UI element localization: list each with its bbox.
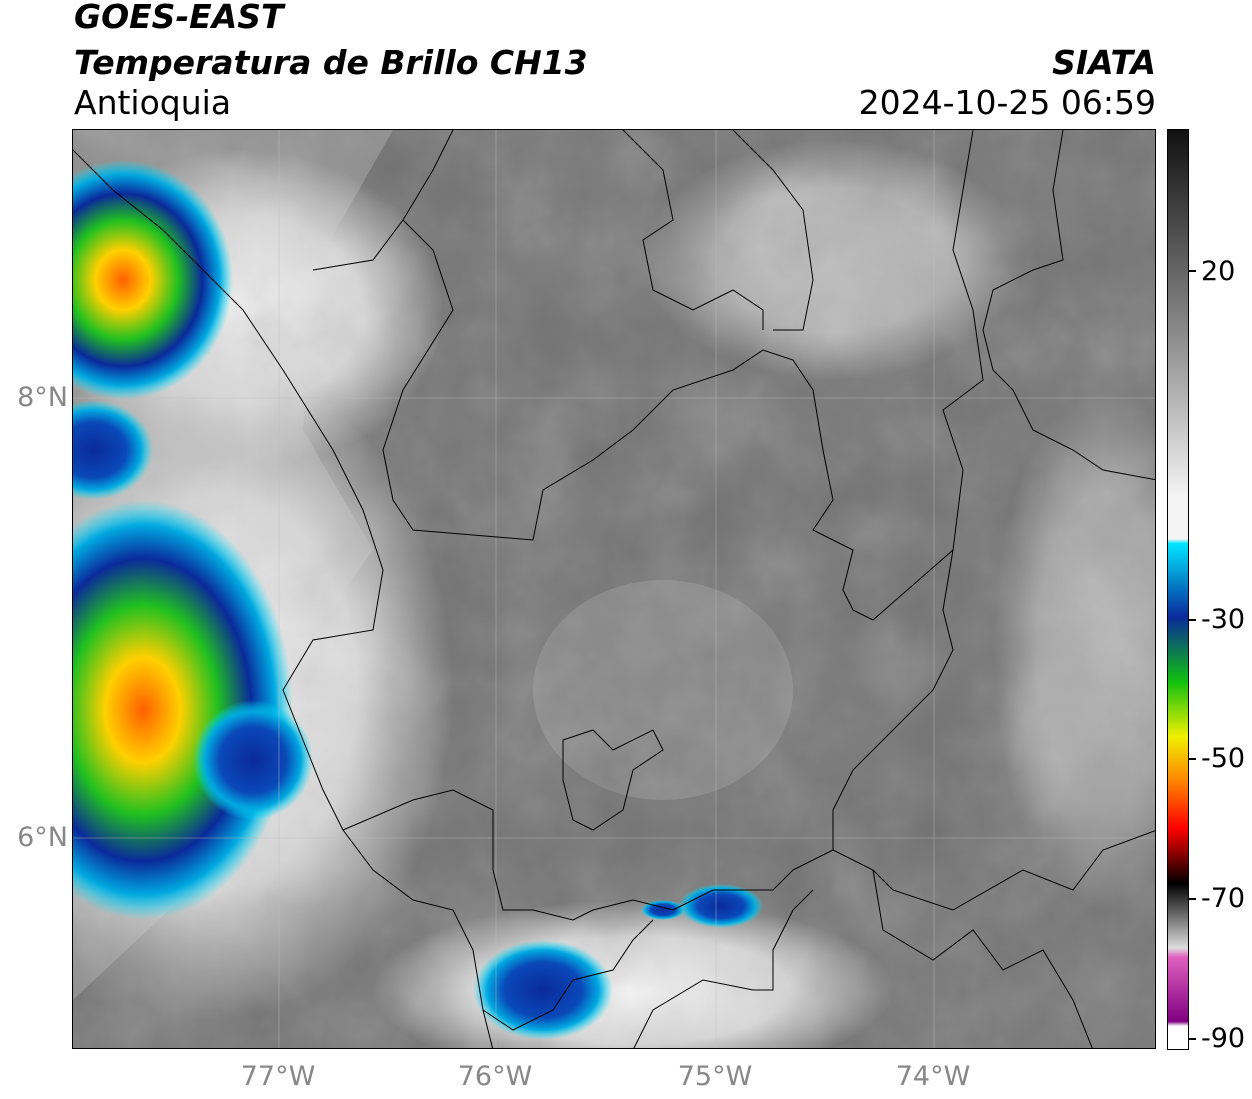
- storm-cell-southeast: [679, 884, 763, 928]
- lat-label-6n: 6°N: [17, 822, 68, 853]
- lon-label-77w: 77°W: [240, 1061, 316, 1092]
- storm-cell-small: [641, 900, 685, 920]
- organization-label: SIATA: [1052, 43, 1156, 82]
- colorbar-label-minus30: -30: [1201, 604, 1246, 635]
- lat-label-8n: 8°N: [17, 382, 68, 413]
- antioquia-south-boundary: [342, 789, 834, 921]
- lon-label-75w: 75°W: [677, 1061, 753, 1092]
- colorbar-tick: [1189, 898, 1196, 900]
- region-label: Antioquia: [74, 83, 232, 122]
- storm-cell-west-blue: [193, 700, 313, 820]
- colorbar-label-minus90: -90: [1201, 1023, 1246, 1054]
- colorbar-label-20: 20: [1201, 256, 1236, 287]
- boyaca-boundary: [872, 869, 1093, 1048]
- colorbar-tick: [1189, 270, 1196, 272]
- colorbar-tick: [1189, 619, 1196, 621]
- storm-cell-north: [73, 160, 233, 400]
- colorbar-tick: [1189, 1038, 1196, 1040]
- satellite-map[interactable]: [72, 129, 1156, 1049]
- colorbar-label-minus70: -70: [1201, 883, 1246, 914]
- lon-label-74w: 74°W: [895, 1061, 971, 1092]
- storm-cell-coast: [73, 400, 153, 500]
- tolima-boundary: [633, 889, 814, 1048]
- cordoba-boundary: [622, 130, 764, 330]
- datetime-label: 2024-10-25 06:59: [858, 83, 1156, 122]
- santander-boundary: [982, 130, 1155, 481]
- lon-label-76w: 76°W: [457, 1061, 533, 1092]
- colorbar-label-minus50: -50: [1201, 743, 1246, 774]
- colorbar-tick: [1189, 758, 1196, 760]
- medellin-area-boundary: [562, 729, 664, 831]
- boundaries: [73, 130, 1155, 1048]
- product-title: Temperatura de Brillo CH13: [74, 43, 588, 82]
- antioquia-north-boundary: [382, 130, 984, 621]
- colorbar: [1167, 129, 1189, 1050]
- storm-cell-south: [473, 940, 613, 1040]
- coastline-boundary: [73, 149, 494, 1048]
- graticule: [73, 130, 1155, 1048]
- satellite-title: GOES-EAST: [74, 0, 284, 36]
- caldas-boundary: [482, 919, 654, 1031]
- map-canvas: [73, 130, 1155, 1048]
- bolivar-boundary: [732, 130, 814, 331]
